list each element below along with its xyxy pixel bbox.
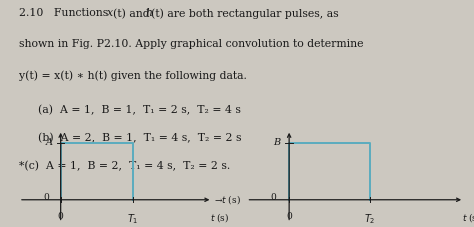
Text: B: B xyxy=(273,138,281,147)
Text: (a)  A = 1,  B = 1,  T₁ = 2 s,  T₂ = 4 s: (a) A = 1, B = 1, T₁ = 2 s, T₂ = 4 s xyxy=(38,104,241,115)
Text: 0: 0 xyxy=(44,193,49,202)
Text: h: h xyxy=(145,8,152,18)
Text: $T_2$: $T_2$ xyxy=(365,212,376,226)
Text: 0: 0 xyxy=(271,193,276,202)
Text: (t) and: (t) and xyxy=(113,8,153,19)
Text: (b)  A = 2,  B = 1,  T₁ = 4 s,  T₂ = 2 s: (b) A = 2, B = 1, T₁ = 4 s, T₂ = 2 s xyxy=(38,133,241,143)
Text: 0: 0 xyxy=(58,212,64,222)
Text: *(c)  A = 1,  B = 2,  T₁ = 4 s,  T₂ = 2 s.: *(c) A = 1, B = 2, T₁ = 4 s, T₂ = 2 s. xyxy=(19,161,230,171)
Text: $t$ (s): $t$ (s) xyxy=(210,211,230,224)
Text: shown in Fig. P2.10. Apply graphical convolution to determine: shown in Fig. P2.10. Apply graphical con… xyxy=(19,39,364,49)
Text: y(t) = x(t) ∗ h(t) given the following data.: y(t) = x(t) ∗ h(t) given the following d… xyxy=(19,70,247,81)
Text: 0: 0 xyxy=(286,212,292,222)
Text: A: A xyxy=(46,138,53,147)
Text: x: x xyxy=(107,8,113,18)
Text: →$t$ (s): →$t$ (s) xyxy=(214,193,241,206)
Text: 2.10   Functions: 2.10 Functions xyxy=(19,8,112,18)
Text: (t) are both rectangular pulses, as: (t) are both rectangular pulses, as xyxy=(151,8,339,19)
Text: $T_1$: $T_1$ xyxy=(127,212,138,226)
Text: $t$ (s): $t$ (s) xyxy=(462,211,474,224)
